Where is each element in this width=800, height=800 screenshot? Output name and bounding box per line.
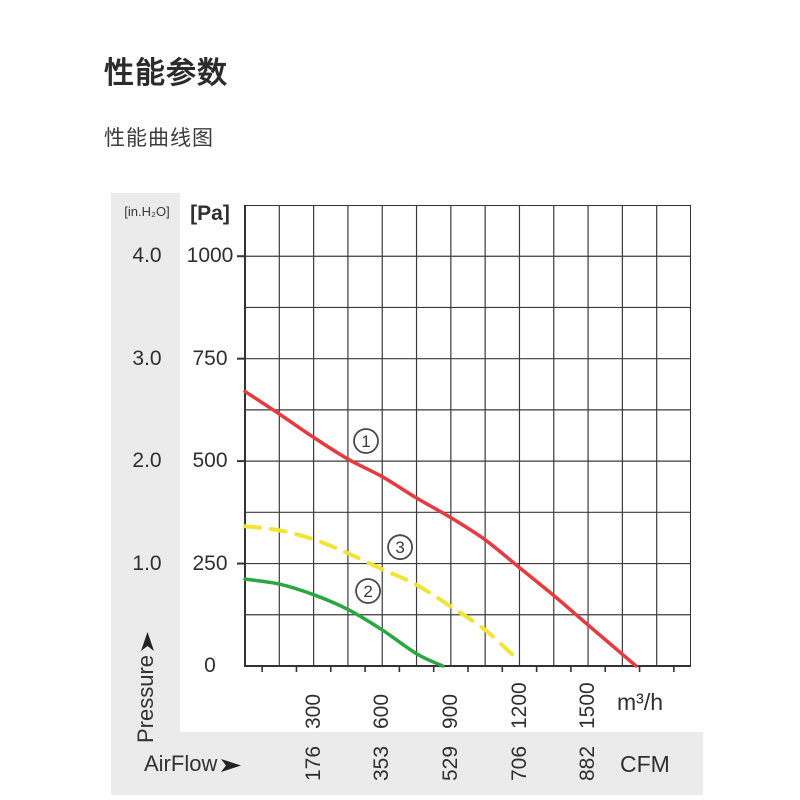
y-axis-unit-inh2o: [in.H₂O]	[124, 204, 170, 219]
x-tick-m3h: 600	[370, 693, 393, 729]
curve-3	[243, 524, 517, 659]
cfm-axis-band	[111, 732, 703, 795]
y-tick-pa: 0	[204, 654, 216, 677]
page-title: 性能参数	[104, 57, 228, 90]
x-tick-cfm: 706	[508, 745, 531, 781]
up-arrow-icon	[135, 631, 159, 651]
y-tick-pa: 750	[192, 347, 228, 370]
right-arrow-icon	[221, 752, 242, 778]
x-unit-m3h: m³/h	[617, 689, 663, 715]
curve-label-number-1: 1	[361, 432, 370, 451]
airflow-axis-text: AirFlow	[144, 751, 218, 776]
curve-label-number-3: 3	[395, 538, 404, 557]
curve-1	[243, 389, 638, 668]
y-tick-pa: 250	[192, 552, 228, 575]
x-tick-m3h: 900	[439, 693, 462, 729]
y-tick-inh2o: 1.0	[132, 552, 162, 575]
pressure-axis-text: Pressure	[133, 654, 158, 743]
airflow-axis-label: AirFlow	[144, 751, 242, 778]
curve-2	[243, 577, 445, 668]
y-tick-inh2o: 4.0	[132, 244, 162, 267]
y-tick-inh2o: 3.0	[132, 347, 162, 370]
y-tick-pa: 500	[192, 449, 228, 472]
y-axis-unit-pa: [Pa]	[190, 202, 230, 225]
x-unit-cfm: CFM	[620, 751, 670, 777]
pressure-axis-label: Pressure	[133, 631, 159, 743]
performance-chart: 1 2 3	[237, 205, 691, 672]
y-tick-inh2o: 2.0	[132, 449, 162, 472]
x-tick-cfm: 353	[370, 745, 393, 781]
curve-label-number-2: 2	[363, 582, 372, 601]
curve-label-circle-1	[353, 428, 379, 454]
curve-label-circle-2	[355, 578, 381, 604]
x-tick-cfm: 882	[576, 745, 599, 781]
inh2o-axis-band	[111, 193, 180, 795]
x-tick-m3h: 1500	[576, 682, 599, 729]
x-tick-cfm: 529	[439, 745, 462, 781]
x-tick-cfm: 176	[302, 745, 325, 781]
curve-label-circle-3	[387, 534, 413, 561]
x-tick-m3h: 300	[302, 693, 325, 729]
y-tick-pa: 1000	[186, 244, 234, 267]
section-subtitle: 性能曲线图	[104, 127, 214, 150]
x-tick-m3h: 1200	[508, 682, 531, 729]
